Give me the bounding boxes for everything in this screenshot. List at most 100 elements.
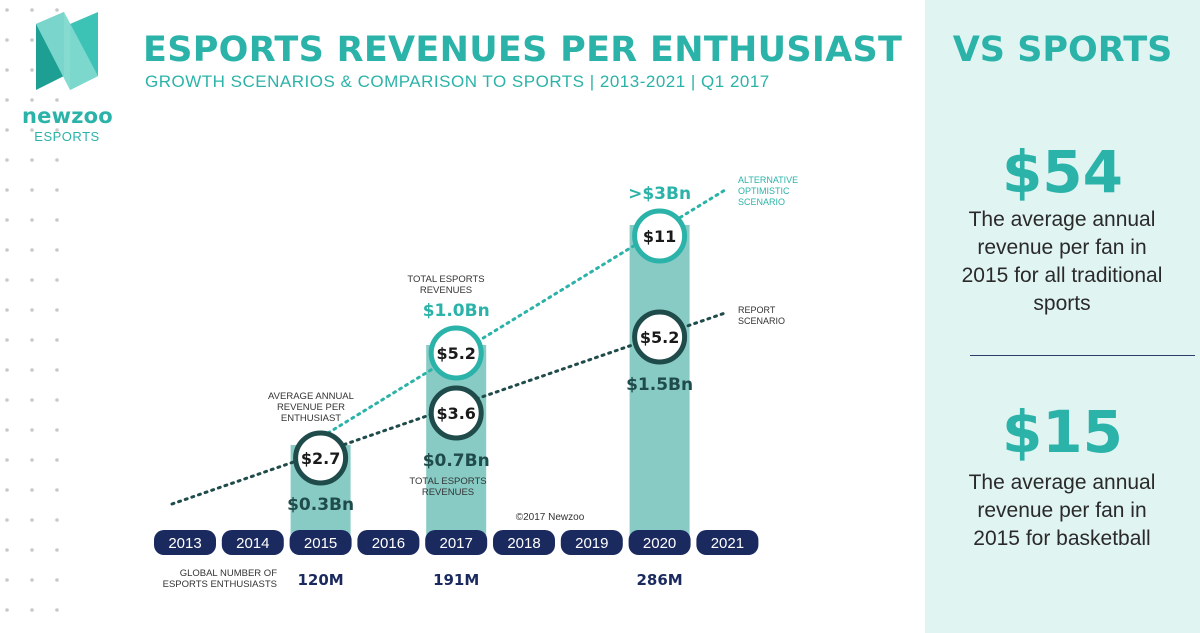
- year-label: 2020: [643, 535, 676, 552]
- year-pill-2017: [425, 530, 488, 555]
- dot: [55, 128, 59, 132]
- dot: [5, 548, 9, 552]
- dot: [55, 308, 59, 312]
- report-arpu-circle-2020: [632, 309, 688, 365]
- dot: [55, 98, 59, 102]
- dot: [5, 278, 9, 282]
- total-revenue-annotation-top: REVENUES: [420, 285, 472, 296]
- legend-optimistic-scenario: SCENARIO: [738, 197, 785, 207]
- dot: [30, 428, 34, 432]
- year-label: 2018: [507, 535, 540, 552]
- dot: [5, 158, 9, 162]
- dot: [5, 428, 9, 432]
- optimistic-revenue-label-2020: >$3Bn: [628, 184, 691, 204]
- dot: [30, 128, 34, 132]
- dot: [55, 338, 59, 342]
- year-label: 2017: [440, 535, 473, 552]
- stat-text-sports: The average annual revenue per fan in 20…: [961, 208, 1163, 315]
- report-arpu-circle-2017-label: $3.6: [436, 404, 475, 423]
- optimistic-arpu-circle-2017-label: $5.2: [436, 344, 475, 363]
- report-arpu-circle-2017: [428, 385, 484, 441]
- dot: [55, 278, 59, 282]
- dot: [5, 188, 9, 192]
- stat-value-basketball: $15: [1001, 398, 1124, 466]
- dot: [55, 428, 59, 432]
- bar-2020: [629, 225, 690, 542]
- dot: [5, 98, 9, 102]
- year-pill-2014: [221, 530, 284, 555]
- dot: [30, 218, 34, 222]
- dot: [5, 338, 9, 342]
- revenue-label-2015: $0.3Bn: [287, 495, 354, 515]
- dot: [55, 608, 59, 612]
- dot: [5, 308, 9, 312]
- dot: [55, 578, 59, 582]
- optimistic-arpu-circle-2020-label: $11: [643, 227, 676, 246]
- optimistic-arpu-circle-2020: [632, 208, 688, 264]
- report-arpu-circle-2015: [293, 430, 349, 486]
- dot: [55, 248, 59, 252]
- dot: [5, 608, 9, 612]
- optimistic-arpu-circle-2017: [428, 325, 484, 381]
- dot: [5, 38, 9, 42]
- dot: [5, 68, 9, 72]
- dot: [5, 458, 9, 462]
- enthusiasts-annotation: ESPORTS ENTHUSIASTS: [163, 579, 277, 590]
- dot: [30, 488, 34, 492]
- dot: [30, 398, 34, 402]
- dot: [55, 398, 59, 402]
- report-arpu-circle-2015-label: $2.7: [301, 449, 340, 468]
- dot: [5, 398, 9, 402]
- avg-revenue-annotation: ENTHUSIAST: [281, 413, 341, 424]
- dot: [55, 488, 59, 492]
- stat-text-basketball: The average annual revenue per fan in 20…: [968, 471, 1156, 550]
- year-label: 2021: [711, 535, 744, 552]
- optimistic-revenue-label-2017: $1.0Bn: [423, 301, 490, 321]
- dot: [30, 578, 34, 582]
- dot: [5, 248, 9, 252]
- dot: [55, 8, 59, 12]
- dot: [30, 68, 34, 72]
- stat-value-sports: $54: [1001, 138, 1124, 206]
- dot: [55, 518, 59, 522]
- dot: [30, 518, 34, 522]
- copyright-text: ©2017 Newzoo: [516, 512, 585, 523]
- dot: [30, 98, 34, 102]
- year-pill-2016: [357, 530, 420, 555]
- legend-optimistic-scenario: OPTIMISTIC: [738, 186, 790, 196]
- year-pill-2013: [154, 530, 216, 555]
- dot: [5, 128, 9, 132]
- year-pill-2019: [560, 530, 623, 555]
- panel-heading: VS SPORTS: [952, 30, 1173, 70]
- enthusiasts-value-2020: 286M: [636, 571, 682, 589]
- dot: [30, 158, 34, 162]
- dot: [30, 458, 34, 462]
- dot: [30, 278, 34, 282]
- dot: [5, 488, 9, 492]
- enthusiasts-value-2017: 191M: [433, 571, 479, 589]
- dot: [30, 248, 34, 252]
- dot: [5, 218, 9, 222]
- year-pill-2021: [696, 530, 759, 555]
- year-pill-2020: [628, 530, 691, 555]
- dot: [30, 368, 34, 372]
- dot: [30, 548, 34, 552]
- legend-report-scenario: SCENARIO: [738, 316, 785, 326]
- panel-divider: [970, 355, 1195, 356]
- decorative-dot-grid: [5, 8, 59, 612]
- enthusiasts-value-2015: 120M: [297, 571, 343, 589]
- total-revenue-annotation-bottom: REVENUES: [422, 487, 474, 498]
- total-revenue-annotation-top: TOTAL ESPORTS: [407, 274, 484, 285]
- year-label: 2015: [304, 535, 337, 552]
- vs-sports-panel: VS SPORTS $54 The average annual revenue…: [925, 0, 1200, 633]
- dot: [30, 608, 34, 612]
- year-label: 2014: [236, 535, 269, 552]
- dot: [55, 548, 59, 552]
- year-pill-2018: [493, 530, 555, 555]
- dot: [55, 368, 59, 372]
- total-revenue-annotation-bottom: TOTAL ESPORTS: [409, 476, 486, 487]
- dot: [30, 338, 34, 342]
- dot: [5, 8, 9, 12]
- year-label: 2016: [372, 535, 405, 552]
- dot: [5, 518, 9, 522]
